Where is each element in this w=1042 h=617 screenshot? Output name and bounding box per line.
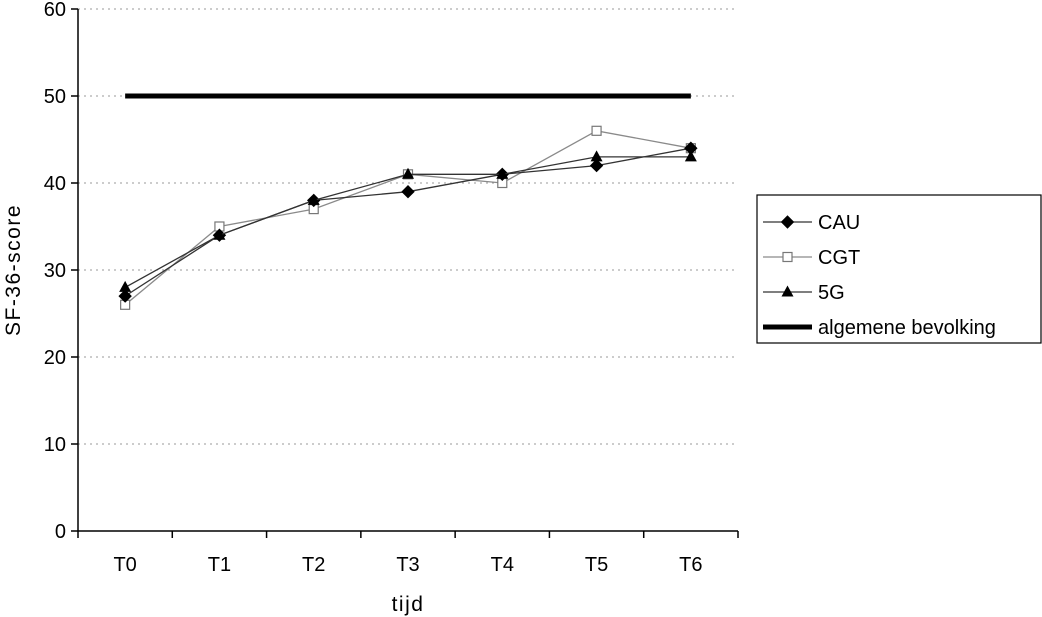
y-tick-labels: 0 10 20 30 40 50 60 bbox=[44, 0, 78, 543]
legend: CAU CGT 5G algemene bevolking bbox=[756, 194, 1042, 344]
legend-marker bbox=[781, 285, 794, 297]
x-tick-label: T0 bbox=[113, 554, 136, 576]
data-point bbox=[401, 184, 415, 199]
series-cau bbox=[118, 141, 698, 303]
y-tick-label: 50 bbox=[44, 86, 66, 108]
legend-marker bbox=[780, 215, 795, 229]
data-point bbox=[118, 289, 132, 303]
data-point bbox=[119, 280, 132, 292]
x-tick-label: T6 bbox=[679, 554, 702, 576]
legend-label: CAU bbox=[818, 212, 860, 234]
x-tick-label: T4 bbox=[491, 554, 514, 576]
data-point bbox=[402, 167, 414, 179]
y-tick-label: 10 bbox=[44, 434, 66, 456]
legend-label: 5G bbox=[818, 282, 845, 304]
x-tick-label: T1 bbox=[208, 554, 231, 576]
y-tick-label: 60 bbox=[44, 0, 66, 21]
y-axis-title: SF-36-score bbox=[2, 204, 25, 336]
x-tick-labels: T0 T1 T2 T3 T4 T5 T6 bbox=[77, 531, 739, 576]
data-point bbox=[307, 193, 320, 205]
x-tick-label: T5 bbox=[585, 554, 608, 576]
x-tick-label: T2 bbox=[302, 554, 325, 576]
legend-entry: CAU bbox=[763, 212, 860, 234]
data-point bbox=[589, 158, 604, 173]
data-point bbox=[591, 125, 602, 136]
legend-label: algemene bevolking bbox=[818, 317, 996, 339]
y-tick-label: 40 bbox=[44, 173, 66, 195]
x-axis-title: tijd bbox=[392, 593, 425, 616]
x-tick-label: T3 bbox=[396, 554, 419, 576]
legend-marker bbox=[782, 251, 793, 263]
legend-entry: CGT bbox=[763, 247, 860, 269]
data-point bbox=[496, 167, 509, 179]
legend-box bbox=[756, 194, 1042, 344]
legend-entry: 5G bbox=[763, 282, 845, 304]
series bbox=[118, 93, 698, 310]
gridlines bbox=[78, 8, 738, 445]
data-point bbox=[213, 228, 226, 240]
y-tick-label: 20 bbox=[44, 347, 66, 369]
y-tick-label: 30 bbox=[44, 260, 66, 282]
data-point bbox=[684, 150, 697, 162]
legend-entry: algemene bevolking bbox=[763, 317, 996, 339]
y-tick-label: 0 bbox=[55, 521, 66, 543]
data-point bbox=[590, 150, 603, 162]
series-cgt bbox=[120, 125, 696, 310]
legend-label: CGT bbox=[818, 247, 860, 269]
series-5g bbox=[119, 150, 697, 292]
